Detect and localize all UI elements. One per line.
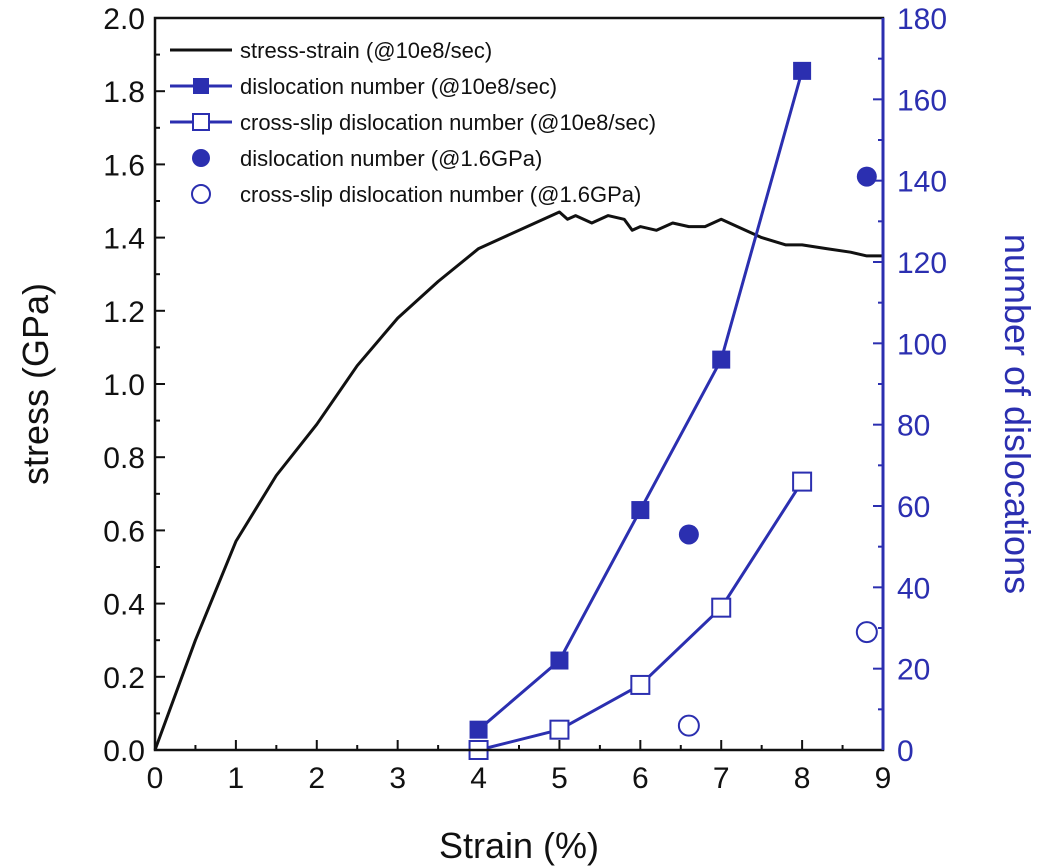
y-left-tick-label: 0.6 xyxy=(103,515,145,548)
legend-marker xyxy=(191,184,211,204)
y-left-tick-label: 0.4 xyxy=(103,589,145,622)
x-tick-label: 8 xyxy=(794,762,811,795)
y-right-tick-label: 40 xyxy=(897,572,930,605)
x-tick-label: 6 xyxy=(632,762,649,795)
y-right-tick-label: 140 xyxy=(897,166,947,199)
legend-label: stress-strain (@10e8/sec) xyxy=(240,38,492,63)
legend-marker xyxy=(192,113,210,131)
y-left-tick-label: 0.2 xyxy=(103,662,145,695)
legend-marker xyxy=(192,149,210,167)
x-tick-label: 3 xyxy=(389,762,406,795)
x-tick-label: 2 xyxy=(308,762,325,795)
x-tick-label: 0 xyxy=(147,762,164,795)
legend-label: dislocation number (@10e8/sec) xyxy=(240,74,557,99)
series-line xyxy=(153,210,883,751)
y-left-tick-label: 1.2 xyxy=(103,296,145,329)
y-right-tick-label: 120 xyxy=(897,247,947,280)
data-point xyxy=(856,166,877,187)
x-tick-label: 9 xyxy=(875,762,892,795)
x-tick-label: 4 xyxy=(470,762,487,795)
y-right-tick-label: 100 xyxy=(897,328,947,361)
data-point xyxy=(855,621,878,644)
y-right-tick-label: 180 xyxy=(897,3,947,36)
data-point xyxy=(550,651,569,670)
y-left-tick-label: 0.0 xyxy=(103,735,145,768)
series-4 xyxy=(677,621,878,737)
legend-item: stress-strain (@10e8/sec) xyxy=(170,38,492,63)
series-3 xyxy=(678,166,877,545)
x-tick-label: 7 xyxy=(713,762,730,795)
legend-label: cross-slip dislocation number (@10e8/sec… xyxy=(240,110,656,135)
left-axis-title: stress (GPa) xyxy=(15,283,56,485)
series-line xyxy=(478,480,804,752)
legend-item: dislocation number (@10e8/sec) xyxy=(170,74,557,99)
y-left-tick-label: 0.8 xyxy=(103,442,145,475)
series-1 xyxy=(469,61,812,739)
plot-series xyxy=(153,61,883,760)
axis-ticks: 0 1 2 3 4 5 6 7 8 9 0.0 0.2 0.4 0.6 0.8 1.0 1.2 1.4 1.6 1.8… xyxy=(103,3,947,795)
y-right-tick-label: 0 xyxy=(897,735,914,768)
x-tick-label: 5 xyxy=(551,762,568,795)
data-point xyxy=(678,524,699,545)
legend: stress-strain (@10e8/sec) dislocation num… xyxy=(170,38,656,207)
legend-marker xyxy=(193,78,209,94)
x-axis-title: Strain (%) xyxy=(439,825,599,866)
legend-label: dislocation number (@1.6GPa) xyxy=(240,146,542,171)
legend-item: dislocation number (@1.6GPa) xyxy=(192,146,542,171)
y-left-tick-label: 1.8 xyxy=(103,76,145,109)
x-tick-label: 1 xyxy=(228,762,245,795)
legend-item: cross-slip dislocation number (@10e8/sec… xyxy=(170,110,656,135)
y-left-tick-label: 1.6 xyxy=(103,149,145,182)
legend-item: cross-slip dislocation number (@1.6GPa) xyxy=(191,182,641,207)
y-left-tick-label: 1.4 xyxy=(103,223,145,256)
data-point xyxy=(677,714,700,737)
data-point xyxy=(792,471,813,492)
data-point xyxy=(469,720,488,739)
series-2 xyxy=(468,471,813,760)
y-left-tick-label: 2.0 xyxy=(103,3,145,36)
y-right-tick-label: 60 xyxy=(897,491,930,524)
y-right-tick-label: 20 xyxy=(897,654,930,687)
data-point xyxy=(631,501,650,520)
y-left-tick-label: 1.0 xyxy=(103,369,145,402)
right-axis-title: number of dislocations xyxy=(997,234,1038,594)
data-point xyxy=(793,61,812,80)
y-right-tick-label: 80 xyxy=(897,410,930,443)
data-point xyxy=(549,719,570,740)
y-right-tick-label: 160 xyxy=(897,84,947,117)
series-0 xyxy=(153,210,883,751)
data-point xyxy=(711,597,732,618)
data-point xyxy=(712,350,731,369)
legend-label: cross-slip dislocation number (@1.6GPa) xyxy=(240,182,641,207)
data-point xyxy=(630,674,651,695)
